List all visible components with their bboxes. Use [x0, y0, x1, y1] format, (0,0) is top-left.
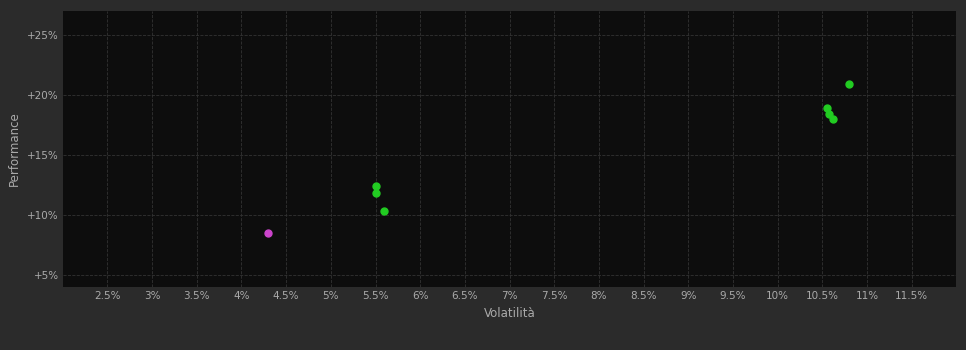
Point	[841, 81, 857, 87]
Point	[368, 190, 384, 196]
Point	[377, 209, 392, 214]
Point	[822, 111, 838, 117]
Point	[368, 183, 384, 189]
Point	[819, 105, 835, 111]
Y-axis label: Performance: Performance	[9, 111, 21, 186]
X-axis label: Volatilità: Volatilità	[484, 307, 535, 320]
Point	[825, 116, 840, 121]
Point	[261, 230, 276, 236]
